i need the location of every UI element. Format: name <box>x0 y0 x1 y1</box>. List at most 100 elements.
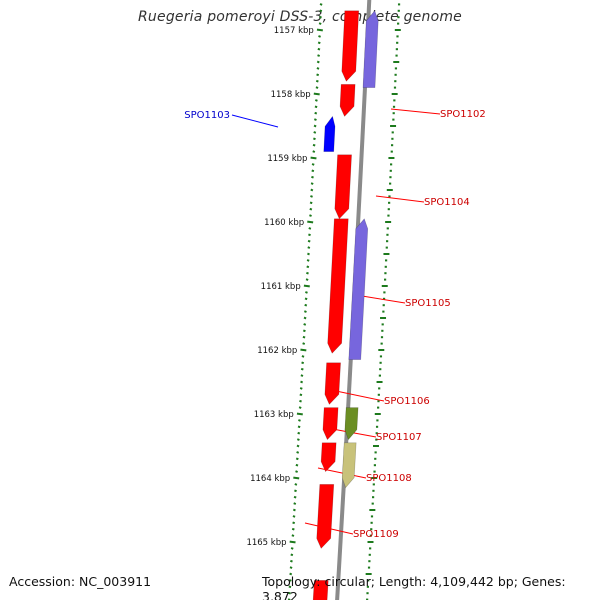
minor-tick <box>288 579 292 582</box>
minor-tick <box>306 259 310 262</box>
minor-tick <box>304 303 308 307</box>
scale-label: 1163 kbp <box>254 410 294 420</box>
minor-tick <box>293 495 297 499</box>
minor-tick <box>308 233 311 237</box>
spo1109-arrow <box>316 484 335 549</box>
minor-tick <box>312 143 316 147</box>
gene-arrow <box>341 10 360 82</box>
accession-label: Accession: NC_003911 <box>9 574 152 589</box>
minor-tick <box>307 246 311 249</box>
minor-tick <box>305 278 309 281</box>
minor-tick <box>302 329 306 333</box>
minor-tick <box>306 265 310 269</box>
minor-tick <box>291 527 295 531</box>
minor-tick <box>310 195 313 198</box>
major-tick <box>293 476 300 480</box>
minor-tick <box>315 79 319 83</box>
gene-arrow <box>348 218 369 360</box>
major-tick <box>316 28 323 32</box>
gene-label-leader <box>317 467 367 479</box>
minor-tick <box>288 591 291 595</box>
minor-tick <box>300 367 304 371</box>
scale-label: 1165 kbp <box>246 538 286 548</box>
minor-tick <box>315 86 319 89</box>
spo1108-arrow <box>320 442 337 473</box>
minor-tick <box>299 387 303 390</box>
gene-arrow <box>312 580 329 600</box>
gene-label: SPO1103 <box>184 110 230 121</box>
minor-tick <box>295 463 299 467</box>
minor-tick <box>307 239 311 243</box>
minor-tick <box>296 451 300 454</box>
scale-label: 1164 kbp <box>250 474 290 484</box>
minor-tick <box>303 316 307 320</box>
minor-tick <box>290 559 293 563</box>
minor-tick <box>311 169 315 173</box>
gene-label-leader <box>304 522 354 535</box>
minor-tick <box>293 502 297 505</box>
minor-tick <box>295 470 298 473</box>
minor-tick <box>304 297 308 301</box>
minor-tick <box>298 419 301 422</box>
minor-tick <box>317 47 321 51</box>
minor-tick <box>311 175 314 179</box>
minor-tick <box>319 3 323 6</box>
gene-label-leader <box>390 108 441 115</box>
spo1103-arrow <box>323 115 336 152</box>
minor-tick <box>295 457 299 461</box>
minor-tick <box>316 67 320 70</box>
minor-tick <box>318 22 322 25</box>
minor-tick <box>290 553 294 557</box>
minor-tick <box>294 489 297 493</box>
scale-label: 1159 kbp <box>267 154 307 164</box>
gene-label: SPO1106 <box>384 396 430 407</box>
minor-tick <box>299 399 302 403</box>
minor-tick <box>313 124 317 128</box>
minor-tick <box>302 335 306 339</box>
minor-tick <box>319 15 322 19</box>
minor-tick <box>314 99 318 102</box>
minor-tick <box>296 444 300 448</box>
gene-arrow <box>344 407 359 441</box>
minor-tick <box>296 438 300 441</box>
minor-tick <box>305 291 308 294</box>
gene-label: SPO1104 <box>424 197 470 208</box>
major-tick <box>289 540 296 544</box>
minor-tick <box>294 483 298 486</box>
minor-tick <box>316 60 320 64</box>
minor-tick <box>300 380 303 384</box>
map-title: Ruegeria pomeroyi DSS-3, complete genome <box>138 9 462 25</box>
scale-label: 1157 kbp <box>274 26 314 36</box>
minor-tick <box>319 9 323 13</box>
gene-label-leader <box>231 114 279 128</box>
minor-tick <box>289 566 293 569</box>
minor-tick <box>297 425 301 429</box>
minor-tick <box>309 201 313 205</box>
minor-tick <box>300 374 304 377</box>
spo1102-arrow <box>339 84 356 117</box>
scale-label: 1158 kbp <box>271 90 311 100</box>
minor-tick <box>308 227 312 230</box>
minor-tick <box>292 515 296 518</box>
gene-arrow <box>362 10 379 88</box>
major-tick <box>310 156 317 160</box>
minor-tick <box>309 214 312 217</box>
major-tick <box>296 412 303 416</box>
genome-summary: Topology: circular; Length: 4,109,442 bp… <box>262 574 566 600</box>
minor-tick <box>313 118 317 121</box>
minor-tick <box>318 35 321 38</box>
minor-tick <box>290 547 294 550</box>
minor-tick <box>306 271 309 275</box>
minor-tick <box>292 521 296 525</box>
spo1105-arrow <box>327 218 349 354</box>
gene-label: SPO1102 <box>440 109 486 120</box>
minor-tick <box>289 572 293 576</box>
minor-tick <box>316 73 320 77</box>
spo1104-arrow <box>334 154 352 220</box>
minor-tick <box>292 508 296 512</box>
minor-tick <box>310 182 314 185</box>
minor-tick <box>314 111 318 115</box>
minor-tick <box>311 163 315 166</box>
